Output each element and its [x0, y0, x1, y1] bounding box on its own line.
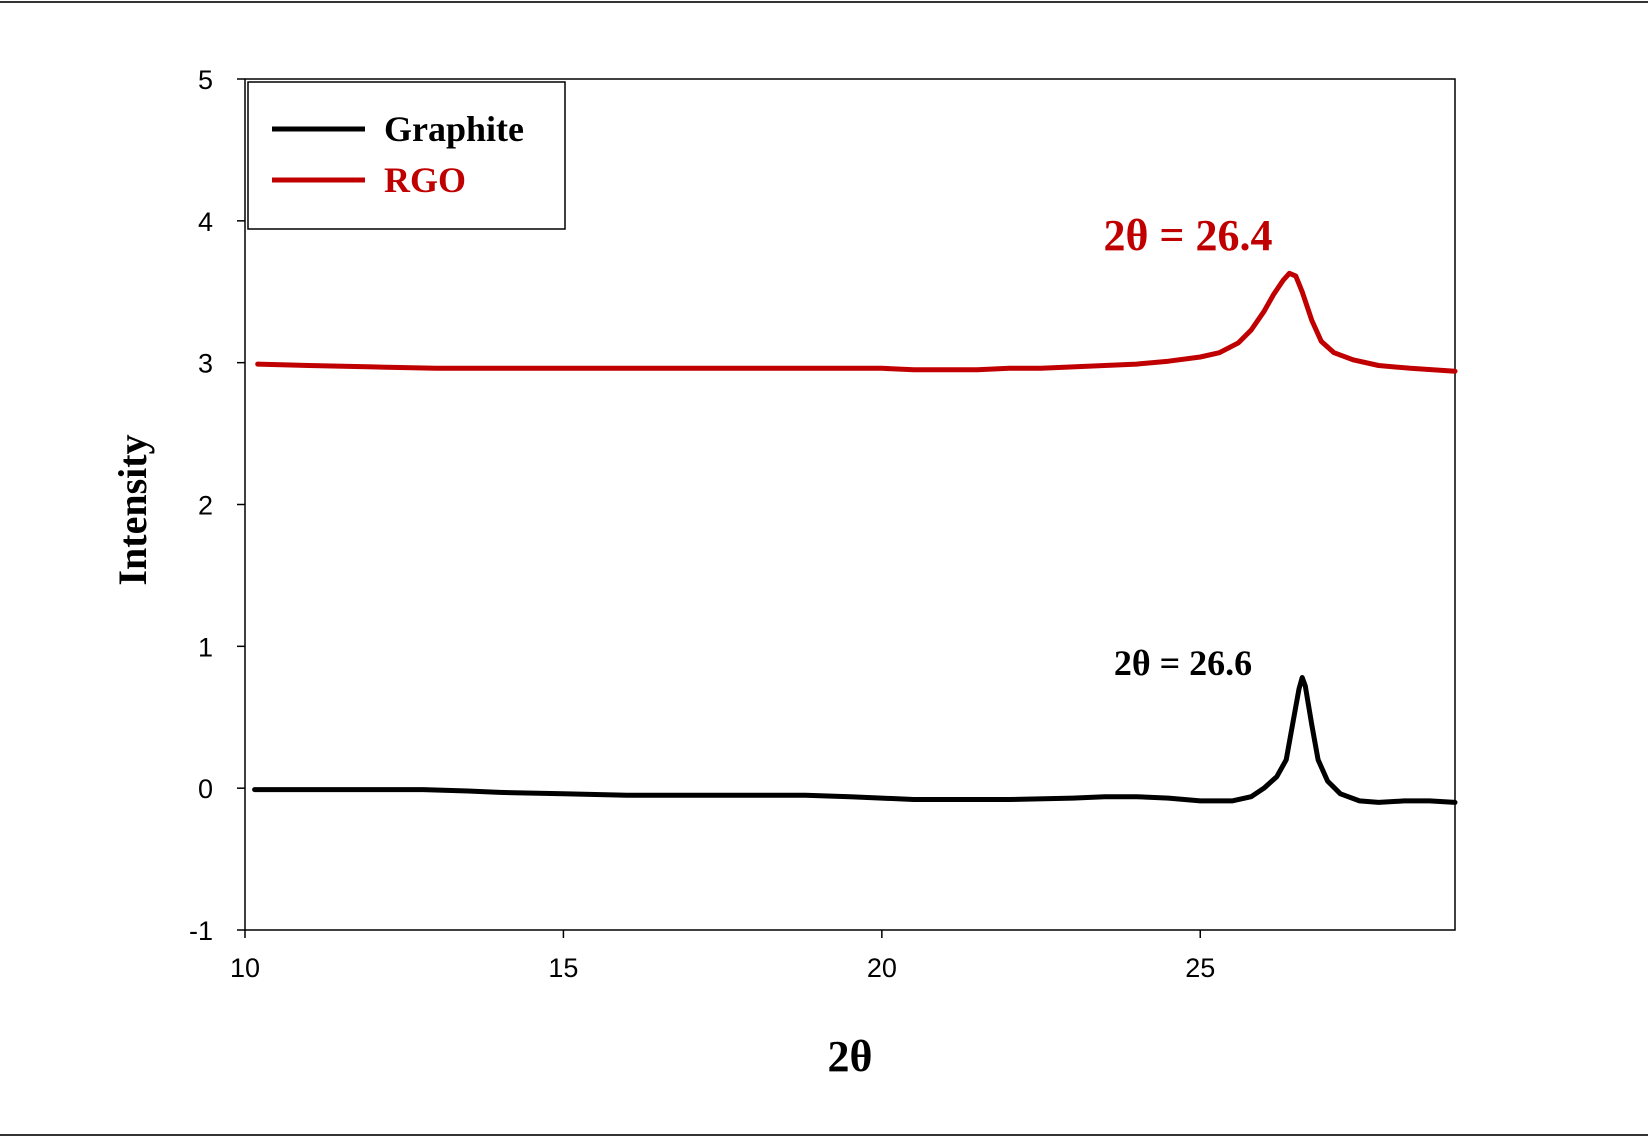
series-line-rgo [255, 270, 1458, 374]
legend: Graphite RGO [247, 81, 566, 230]
y-tick-label: 0 [198, 774, 213, 804]
annotation-graphite-peak: 2θ = 26.6 [1114, 643, 1252, 683]
x-axis: 10 15 20 25 [230, 930, 1215, 983]
annotation-rgo-peak: 2θ = 26.4 [1103, 211, 1272, 260]
x-tick-label: 20 [867, 953, 897, 983]
y-tick-label: 3 [198, 349, 213, 379]
legend-label-rgo: RGO [384, 160, 466, 200]
x-axis-title: 2θ [828, 1032, 873, 1081]
x-tick-label: 25 [1185, 953, 1215, 983]
x-tick-label: 10 [230, 953, 260, 983]
y-tick-label: -1 [189, 916, 213, 946]
y-tick-label: 1 [198, 632, 213, 662]
y-tick-label: 4 [198, 207, 213, 237]
y-axis: -1 0 1 2 3 4 5 [189, 65, 245, 946]
series-line-graphite [252, 675, 1458, 805]
y-tick-label: 5 [198, 65, 213, 95]
x-tick-label: 15 [548, 953, 578, 983]
legend-box [247, 81, 566, 230]
y-tick-label: 2 [198, 491, 213, 521]
series-layer [252, 270, 1458, 805]
y-axis-title: Intensity [110, 434, 155, 585]
legend-label-graphite: Graphite [384, 109, 524, 149]
